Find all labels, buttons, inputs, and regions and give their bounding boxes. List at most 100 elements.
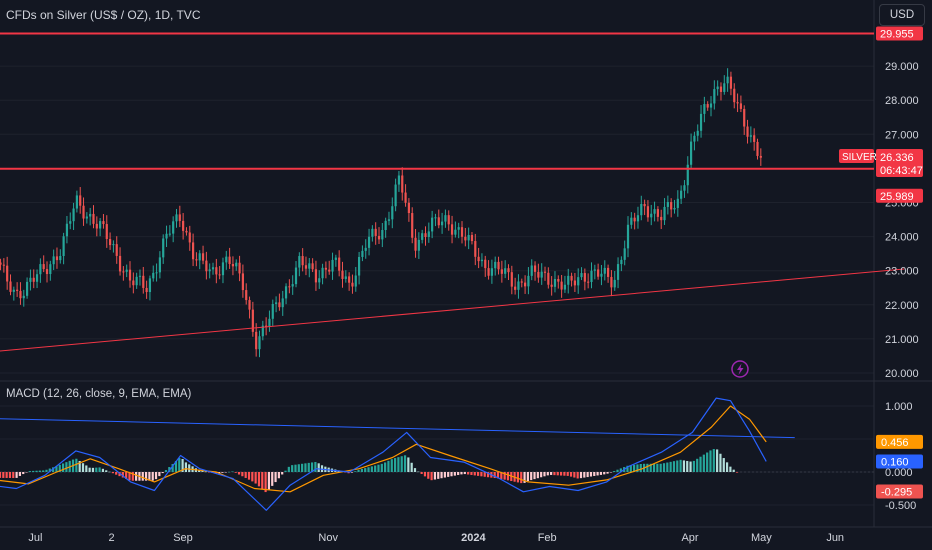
currency-button[interactable]: USD (879, 4, 925, 26)
candle-body (656, 209, 659, 217)
candle-body (142, 275, 145, 288)
candle-body (175, 214, 178, 222)
macd-histogram-bar (427, 472, 430, 479)
macd-histogram-bar (636, 464, 639, 472)
macd-histogram-bar (716, 449, 719, 472)
macd-histogram-bar (543, 472, 546, 477)
candle-body (201, 253, 205, 261)
macd-histogram-bar (722, 458, 725, 472)
macd-histogram-bar (500, 472, 503, 479)
price-tick-label: 24.000 (885, 232, 919, 244)
candle-body (294, 267, 298, 285)
macd-histogram-bar (550, 472, 553, 475)
macd-histogram-bar (171, 464, 174, 472)
last-price-tag-bg (876, 149, 923, 177)
macd-histogram-bar (247, 472, 251, 480)
macd-histogram-bar (344, 472, 347, 473)
candle-body (709, 103, 713, 108)
candle-body (660, 216, 663, 221)
candle-body (22, 295, 25, 299)
macd-tick-label: 0.000 (885, 467, 913, 479)
macd-indicator-label[interactable]: MACD (12, 26, close, 9, EMA, EMA) (6, 388, 192, 400)
candle-body (102, 221, 105, 225)
candle-body (583, 273, 586, 282)
candle-body (490, 268, 493, 276)
resistance-price-tag-bg (876, 26, 923, 41)
macd-histogram-bar (198, 470, 201, 472)
candle-body (381, 230, 384, 240)
candle-body (500, 269, 503, 274)
candle-body (85, 216, 88, 219)
macd-histogram-bar (81, 463, 85, 472)
candle-body (480, 259, 484, 262)
candle-body (537, 271, 540, 278)
candle-body (318, 278, 321, 283)
macd-histogram-bar (234, 472, 237, 473)
candle-body (95, 223, 98, 229)
macd-histogram-bar (556, 472, 559, 476)
candle-body (567, 275, 570, 285)
candle-body (148, 278, 152, 293)
candle-body (62, 236, 65, 256)
candle-body (155, 272, 158, 274)
candle-body (238, 262, 241, 274)
time-tick-label: Apr (681, 532, 698, 544)
candle-body (304, 265, 308, 269)
candle-body (158, 257, 161, 273)
candle-body (759, 155, 762, 158)
candle-body (55, 256, 59, 261)
macd-histogram-bar (58, 464, 61, 472)
candle-body (328, 269, 331, 272)
macd-histogram-bar (496, 472, 500, 479)
macd-histogram-bar (65, 462, 68, 472)
candle-body (357, 256, 361, 276)
macd-histogram-bar (566, 472, 569, 476)
candle-body (105, 224, 108, 240)
histogram-value-tag: -0.295 (881, 486, 912, 498)
candle-body (421, 233, 424, 240)
macd-histogram-bar (407, 457, 410, 472)
candle-body (507, 268, 510, 273)
candle-body (613, 279, 616, 288)
macd-histogram-bar (78, 460, 81, 472)
macd-histogram-bar (546, 472, 549, 476)
candle-body (633, 217, 636, 222)
macd-histogram-bar (719, 453, 722, 472)
macd-histogram-bar (380, 463, 383, 472)
macd-histogram-bar (586, 472, 589, 478)
macd-histogram-bar (433, 472, 437, 480)
macd-histogram-bar (672, 461, 676, 472)
candle-body (666, 202, 669, 207)
candle-body (377, 235, 381, 240)
candle-body (663, 206, 666, 221)
candle-body (138, 275, 142, 277)
candle-body (35, 274, 39, 282)
price-tick-label: 28.000 (885, 95, 919, 107)
candle-body (152, 272, 155, 279)
candle-body (394, 184, 397, 207)
candle-body (361, 250, 364, 257)
macd-histogram-bar (5, 472, 8, 478)
macd-histogram-bar (98, 467, 101, 472)
candle-body (128, 269, 132, 281)
candle-body (543, 271, 547, 273)
macd-histogram-bar (88, 467, 91, 472)
chart-title: CFDs on Silver (US$ / OZ), 1D, TVC (6, 8, 201, 22)
macd-tick-label: 1.000 (885, 401, 913, 413)
macd-histogram-bar (603, 472, 606, 475)
macd-histogram-bar (596, 472, 599, 476)
candle-body (464, 236, 467, 241)
macd-histogram-bar (360, 468, 363, 472)
candle-body (397, 175, 401, 185)
candle-body (178, 214, 181, 221)
candle-body (291, 284, 294, 287)
macd-histogram-bar (151, 472, 154, 481)
candle-body (417, 239, 420, 251)
macd-histogram-bar (483, 472, 486, 477)
candle-body (278, 302, 281, 308)
macd-histogram-bar (629, 465, 632, 472)
macd-histogram-bar (28, 471, 31, 472)
macd-histogram-bar (676, 460, 679, 472)
support-price-tag: 25.989 (880, 191, 914, 203)
